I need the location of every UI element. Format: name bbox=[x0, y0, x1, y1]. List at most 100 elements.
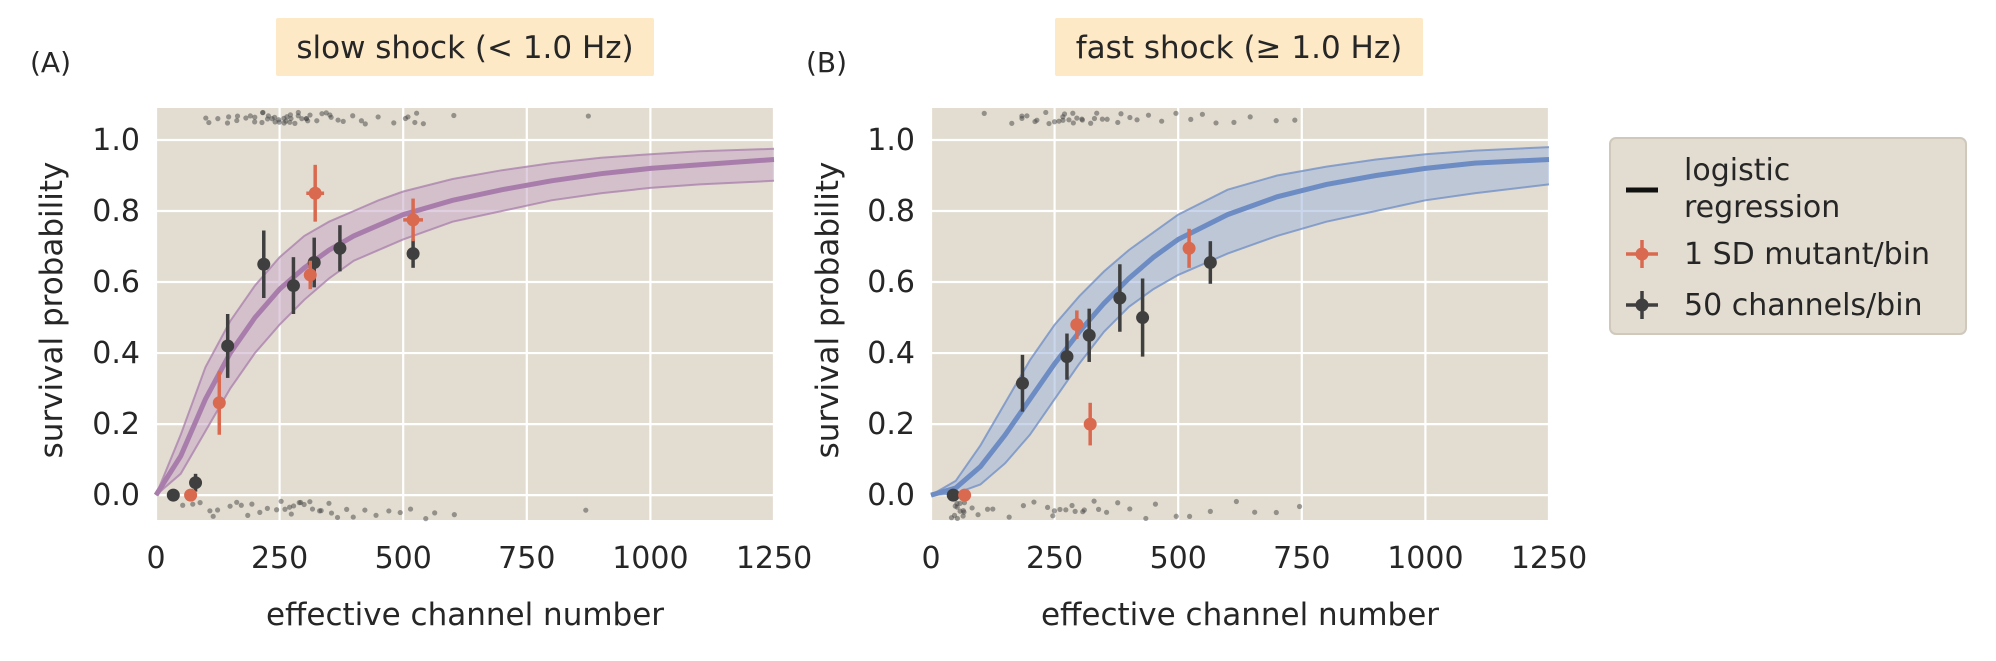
x-tick-label: 750 bbox=[1273, 541, 1330, 576]
mutant-bin-point bbox=[306, 164, 325, 222]
raw-survived-point bbox=[1024, 113, 1030, 119]
raw-died-point bbox=[1233, 498, 1239, 505]
raw-died-point bbox=[1006, 514, 1012, 520]
x-axis-label-b: effective channel number bbox=[1041, 597, 1439, 633]
mutant-bin-marker bbox=[1083, 417, 1097, 431]
y-tick-label: 0.4 bbox=[867, 336, 915, 371]
channel-bin-point bbox=[1136, 278, 1150, 357]
channel-bin-marker bbox=[1203, 256, 1217, 269]
raw-died-point bbox=[423, 516, 429, 522]
raw-died-point bbox=[1051, 508, 1057, 514]
panel-b: (B) fast shock (≥ 1.0 Hz) 0 250 500 750 1000… bbox=[806, 18, 1587, 633]
raw-died-point bbox=[954, 504, 960, 510]
raw-died-point bbox=[1069, 502, 1075, 509]
raw-survived-point bbox=[1213, 120, 1219, 126]
raw-died-point bbox=[350, 514, 356, 520]
raw-survived-point bbox=[1043, 109, 1049, 116]
raw-survived-point bbox=[224, 120, 231, 126]
mutant-bin-point bbox=[1070, 310, 1084, 339]
mutant-bin-point bbox=[303, 260, 317, 290]
x-tick-label: 0 bbox=[146, 541, 165, 576]
x-tick-label: 500 bbox=[1150, 541, 1207, 576]
raw-survived-point bbox=[305, 118, 311, 124]
raw-survived-point bbox=[215, 116, 221, 122]
raw-survived-point bbox=[1070, 120, 1076, 126]
mutant-bin-marker bbox=[212, 396, 226, 410]
mutant-bin-point bbox=[1083, 402, 1097, 446]
mutant-bin-marker bbox=[184, 488, 198, 502]
channel-bin-marker bbox=[1015, 376, 1029, 390]
channel-bin-point bbox=[221, 314, 235, 378]
raw-died-point bbox=[296, 500, 302, 506]
raw-survived-point bbox=[272, 114, 278, 121]
raw-died-point bbox=[326, 500, 332, 506]
y-tick-label: 0.2 bbox=[92, 407, 140, 442]
raw-died-point bbox=[969, 505, 975, 511]
mutant-bin-point bbox=[958, 488, 972, 502]
raw-died-point bbox=[386, 508, 392, 514]
raw-survived-point bbox=[234, 113, 241, 119]
raw-died-point bbox=[318, 508, 324, 514]
raw-died-point bbox=[1050, 513, 1056, 519]
mutant-bin-point bbox=[403, 198, 423, 242]
raw-died-point bbox=[344, 506, 350, 512]
x-axis-label-a: effective channel number bbox=[266, 597, 664, 633]
raw-survived-point bbox=[1104, 116, 1110, 122]
raw-survived-point bbox=[1273, 118, 1279, 124]
raw-survived-point bbox=[328, 114, 334, 120]
raw-survived-point bbox=[1118, 111, 1124, 117]
raw-survived-point bbox=[412, 119, 418, 126]
raw-died-point bbox=[288, 511, 294, 517]
channel-bin-point bbox=[286, 257, 300, 314]
mutant-bin-marker bbox=[1182, 241, 1196, 255]
raw-died-point bbox=[245, 512, 251, 518]
raw-died-point bbox=[1081, 507, 1087, 513]
raw-survived-point bbox=[252, 119, 258, 125]
raw-died-point bbox=[975, 512, 981, 518]
raw-died-point bbox=[1186, 513, 1193, 520]
channel-bin-marker bbox=[1082, 328, 1096, 342]
raw-died-point bbox=[210, 513, 216, 519]
raw-survived-point bbox=[1088, 120, 1094, 126]
raw-survived-point bbox=[1292, 117, 1298, 123]
channel-bin-point bbox=[406, 239, 420, 268]
raw-died-point bbox=[1044, 504, 1051, 510]
plot-area-a: 0 250 500 750 1000 1250 0.0 0.2 0.4 0.6 0.8 1.0 bbox=[92, 108, 812, 576]
raw-survived-point bbox=[1091, 115, 1098, 122]
raw-died-point bbox=[432, 510, 438, 516]
raw-died-point bbox=[407, 506, 414, 512]
raw-survived-point bbox=[451, 112, 457, 119]
band-edge-upper bbox=[930, 146, 1550, 496]
raw-survived-point bbox=[252, 114, 258, 120]
raw-survived-point bbox=[1046, 120, 1052, 127]
y-axis-label-b: survival probability bbox=[810, 162, 846, 459]
raw-died-point bbox=[397, 509, 403, 516]
channel-bin-point bbox=[333, 225, 347, 272]
channel-bin-point bbox=[166, 488, 180, 502]
raw-survived-point bbox=[1127, 114, 1133, 121]
x-tick-label: 1000 bbox=[612, 541, 688, 576]
mutant-bin-marker bbox=[303, 268, 317, 282]
raw-died-point bbox=[1273, 509, 1279, 516]
raw-died-point bbox=[328, 510, 335, 516]
raw-survived-point bbox=[234, 117, 240, 124]
channel-bin-point bbox=[189, 473, 203, 492]
channel-bin-point bbox=[1015, 354, 1029, 412]
raw-survived-point bbox=[295, 109, 301, 116]
raw-survived-point bbox=[1056, 118, 1062, 124]
raw-survived-point bbox=[420, 121, 426, 127]
raw-survived-point bbox=[1070, 110, 1076, 116]
channel-bin-marker bbox=[257, 257, 271, 271]
raw-died-point bbox=[249, 501, 255, 507]
raw-died-point bbox=[334, 514, 341, 521]
raw-survived-point bbox=[206, 119, 212, 126]
raw-died-point bbox=[583, 507, 589, 513]
chart-title-a: slow shock (< 1.0 Hz) bbox=[296, 30, 633, 66]
legend-marker bbox=[1635, 298, 1649, 312]
raw-died-point bbox=[214, 507, 221, 513]
x-tick-label: 1000 bbox=[1387, 541, 1463, 576]
raw-survived-point bbox=[1199, 111, 1205, 117]
raw-survived-point bbox=[1099, 116, 1105, 122]
